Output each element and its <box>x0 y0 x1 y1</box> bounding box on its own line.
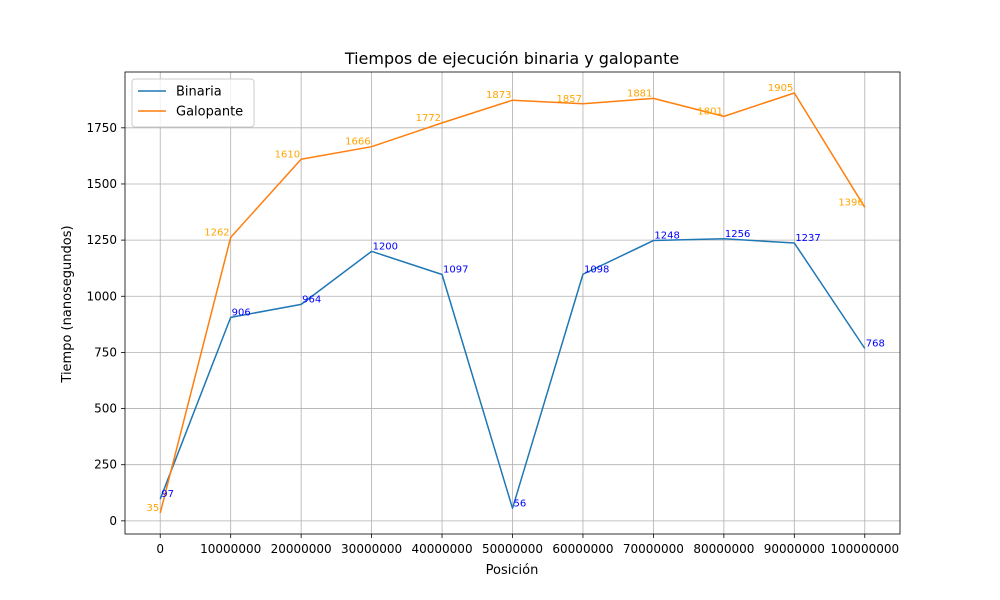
y-tick-label: 750 <box>94 345 117 359</box>
series-line-binaria <box>159 238 866 510</box>
x-tick-label: 100000000 <box>830 542 899 556</box>
data-label: 1262 <box>204 227 229 238</box>
y-tick-label: 1000 <box>86 289 117 303</box>
data-label: 1396 <box>838 197 863 208</box>
data-label: 768 <box>866 338 885 349</box>
x-tick-label: 10000000 <box>200 542 261 556</box>
legend: Binaria Galopante <box>131 78 255 128</box>
y-tick-label: 500 <box>94 402 117 416</box>
legend-label-galopante: Galopante <box>176 105 243 120</box>
data-label: 35 <box>146 503 159 514</box>
data-label: 1857 <box>557 94 582 105</box>
data-label: 1873 <box>486 90 511 101</box>
data-label: 1905 <box>768 83 793 94</box>
x-tick-label: 30000000 <box>341 542 402 556</box>
x-tick-label: 70000000 <box>623 542 684 556</box>
data-label: 1256 <box>725 229 750 240</box>
data-label: 1248 <box>654 231 679 242</box>
series-group <box>159 92 866 514</box>
data-label: 906 <box>232 307 251 318</box>
data-label: 1237 <box>795 233 820 244</box>
data-label: 1666 <box>345 137 370 148</box>
data-label: 1200 <box>373 241 398 252</box>
y-axis-label: Tiempo (nanosegundos) <box>60 225 75 383</box>
y-tick-label: 1750 <box>86 121 117 135</box>
data-label: 1772 <box>416 113 441 124</box>
grid <box>125 72 900 534</box>
x-axis-label: Posición <box>486 563 539 578</box>
data-labels: 97 906 964 1200 1097 56 1098 1248 1256 1237 768 35 1… <box>146 83 884 514</box>
x-tick-label: 80000000 <box>693 542 754 556</box>
data-label: 1801 <box>697 106 722 117</box>
x-tick-label: 20000000 <box>271 542 332 556</box>
data-label: 1097 <box>443 264 468 275</box>
data-label: 964 <box>302 294 321 305</box>
y-tick-label: 0 <box>109 514 117 528</box>
data-label: 1610 <box>275 149 300 160</box>
x-tick-label: 40000000 <box>412 542 473 556</box>
y-tick-label: 1500 <box>86 177 117 191</box>
y-tick-label: 1250 <box>86 233 117 247</box>
x-tick-label: 90000000 <box>764 542 825 556</box>
data-label: 97 <box>161 489 174 500</box>
x-tick-label: 50000000 <box>482 542 543 556</box>
data-label: 1098 <box>584 264 609 275</box>
axes: 0 10000000 20000000 30000000 40000000 5000000… <box>86 71 901 556</box>
x-tick-label: 60000000 <box>552 542 613 556</box>
legend-label-binaria: Binaria <box>176 85 222 100</box>
data-label: 56 <box>514 498 527 509</box>
y-tick-label: 250 <box>94 458 117 472</box>
data-label: 1881 <box>627 88 652 99</box>
x-tick-label: 0 <box>156 542 164 556</box>
series-line-galopante <box>159 92 866 514</box>
chart-title: Tiempos de ejecución binaria y galopante <box>344 49 679 68</box>
